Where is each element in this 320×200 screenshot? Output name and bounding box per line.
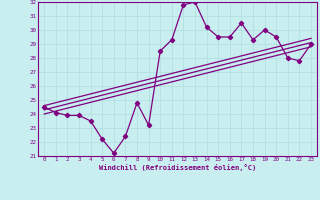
X-axis label: Windchill (Refroidissement éolien,°C): Windchill (Refroidissement éolien,°C) — [99, 164, 256, 171]
